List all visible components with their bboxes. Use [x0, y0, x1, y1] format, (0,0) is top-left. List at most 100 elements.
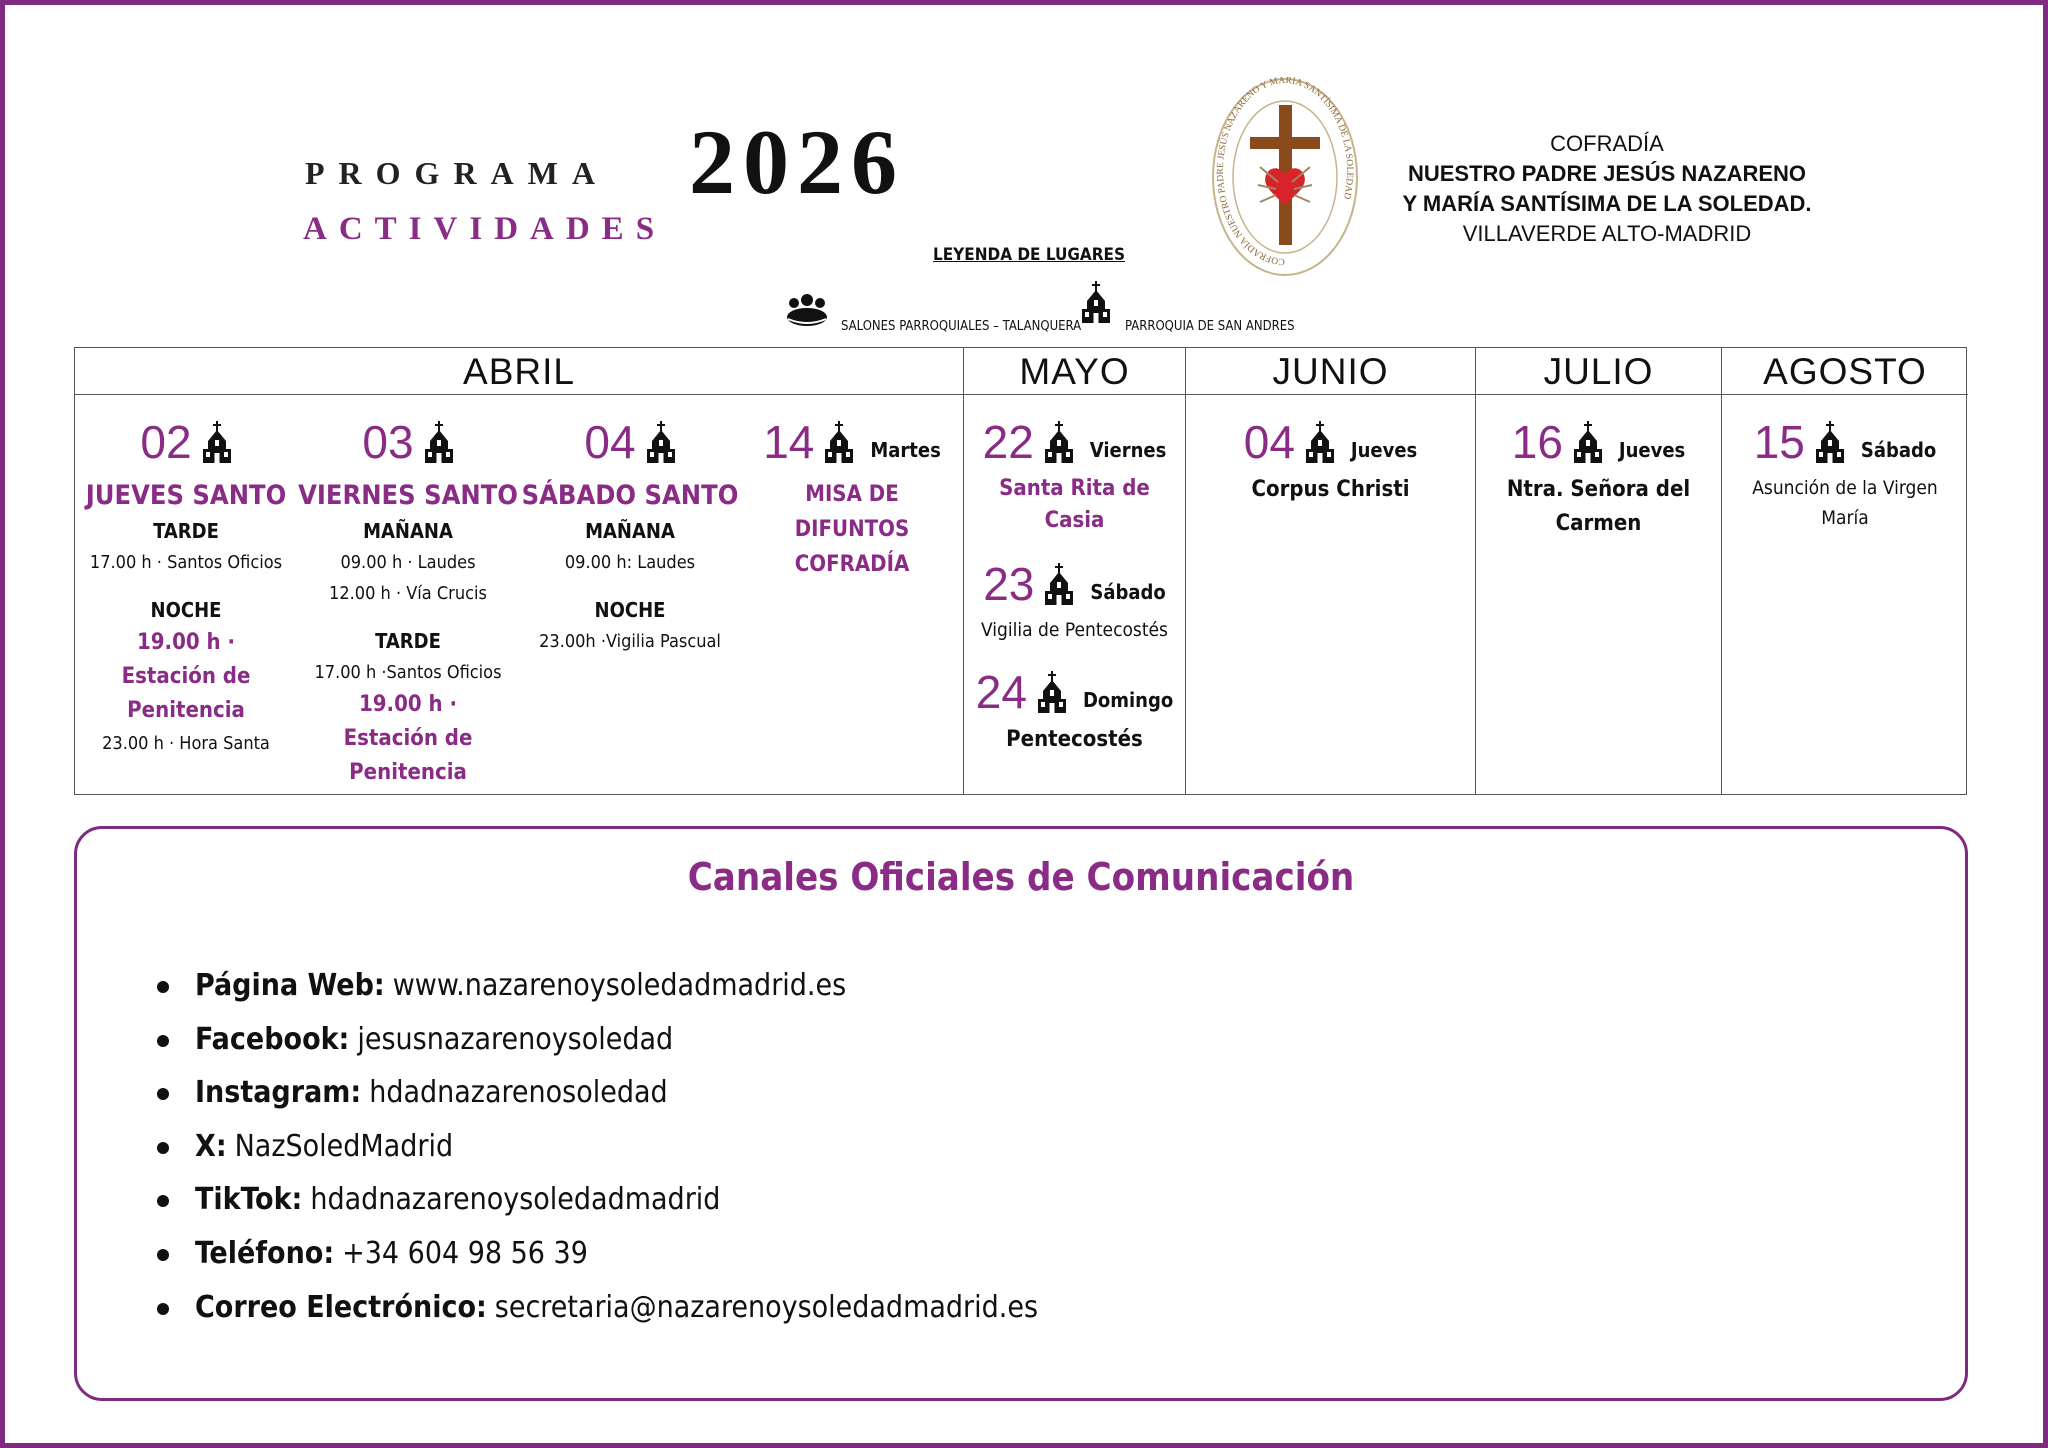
month-body: 04 Jueves Corpus Christi — [1185, 395, 1475, 794]
channel-label: X: — [195, 1128, 227, 1164]
program-subtitle: ACTIVIDADES — [303, 211, 667, 247]
day-number: 15 — [1753, 416, 1805, 468]
weekday: Sábado — [1090, 580, 1166, 604]
church-icon — [1045, 563, 1074, 605]
channels-list: Página Web: www.nazarenoysoledadmadrid.es… — [156, 959, 1039, 1335]
event-line: TARDE — [153, 519, 219, 543]
channel-value: NazSoledMadrid — [234, 1128, 454, 1164]
legend-title: LEYENDA DE LUGARES — [932, 245, 1126, 265]
event-line: 19.00 h · Estación de Penitencia — [343, 692, 473, 785]
day-number: 14 — [763, 416, 815, 468]
weekday: Martes — [870, 438, 941, 462]
channels-box: Canales Oficiales de Comunicación Página… — [74, 826, 1968, 1401]
event: 23 Sábado Vigilia de Pentecostés — [964, 537, 1185, 645]
weekday: Sábado — [1860, 438, 1937, 462]
channel-value: secretaria@nazarenoysoledadmadrid.es — [494, 1289, 1039, 1325]
place-icon — [1815, 421, 1845, 467]
church-icon — [424, 421, 453, 463]
month-body: 02 JUEVES SANTO TARDE 17.00 h · Santos Ofic… — [75, 395, 963, 794]
logo: COFRADÍA NUESTRO PADRE JESÚS NAZARENO Y … — [1212, 77, 1358, 276]
event-line: 19.00 h · Estación de Penitencia — [121, 630, 251, 723]
channel-value: hdadnazarenosoledad — [369, 1075, 668, 1111]
event-title: JUEVES SANTO — [85, 480, 287, 511]
event: 02 JUEVES SANTO TARDE 17.00 h · Santos Ofic… — [75, 395, 297, 794]
brotherhood-line: NUESTRO PADRE JESÚS NAZARENO — [1407, 161, 1807, 186]
weekday: Jueves — [1618, 438, 1686, 462]
event-title: Vigilia de Pentecostés — [981, 619, 1168, 641]
event-title: SÁBADO SANTO — [521, 480, 739, 511]
brotherhood-line: COFRADÍA — [1550, 131, 1664, 156]
event: 16 Jueves Ntra. Señora del Carmen — [1476, 395, 1721, 541]
month-body: 22 Viernes Santa Rita de Casia 23 Sábado Vigi… — [963, 395, 1185, 794]
event-date: 03 — [362, 409, 453, 467]
event-date: 04 — [584, 409, 675, 467]
event-date: 23 Sábado — [983, 551, 1166, 609]
event-title: VIERNES SANTO — [298, 480, 518, 511]
event-date: 14 Martes — [763, 409, 941, 467]
event-title: Ntra. Señora del Carmen — [1506, 477, 1691, 536]
channel-item: Teléfono: +34 604 98 56 39 — [156, 1227, 1038, 1281]
church-icon — [825, 421, 854, 463]
place-icon — [1044, 563, 1074, 609]
channel-value: +34 604 98 56 39 — [342, 1235, 588, 1271]
channel-item: TikTok: hdadnazarenoysoledadmadrid — [156, 1173, 1038, 1227]
day-number: 24 — [975, 666, 1027, 718]
day-number: 04 — [584, 416, 636, 468]
event-line: MAÑANA — [585, 519, 675, 543]
place-icon — [646, 421, 676, 467]
channel-item: Página Web: www.nazarenoysoledadmadrid.es — [156, 959, 1038, 1013]
month-body: 16 Jueves Ntra. Señora del Carmen — [1475, 395, 1721, 794]
event-title: Pentecostés — [1006, 727, 1143, 752]
event-line: 17.00 h · Santos Oficios — [89, 552, 283, 573]
channel-value: hdadnazarenoysoledadmadrid — [310, 1182, 721, 1218]
event: 14 Martes MISA DE DIFUNTOS COFRADÍA — [741, 395, 963, 794]
month-header: ABRIL — [75, 348, 963, 395]
legend-icon — [785, 293, 829, 331]
place-icon — [1044, 421, 1074, 467]
month-header: AGOSTO — [1721, 348, 1968, 395]
day-number: 03 — [362, 416, 414, 468]
people-icon — [787, 294, 827, 326]
event: 15 Sábado Asunción de la Virgen María — [1722, 395, 1968, 533]
event-date: 24 Domingo — [976, 659, 1173, 717]
event-line: MAÑANA — [363, 519, 453, 543]
event-date: 22 Viernes — [983, 409, 1167, 467]
channel-item: Facebook: jesusnazarenoysoledad — [156, 1013, 1038, 1067]
place-icon — [1305, 421, 1335, 467]
church-icon — [646, 421, 675, 463]
event-date: 04 Jueves — [1244, 409, 1418, 467]
month-body: 15 Sábado Asunción de la Virgen María — [1721, 395, 1968, 794]
place-icon — [1573, 421, 1603, 467]
channel-value: jesusnazarenoysoledad — [357, 1021, 674, 1057]
channel-label: Instagram: — [195, 1075, 362, 1111]
church-icon — [202, 421, 231, 463]
month-header: JULIO — [1475, 348, 1721, 395]
event: 22 Viernes Santa Rita de Casia — [964, 395, 1185, 537]
day-number: 02 — [140, 416, 192, 468]
event-date: 15 Sábado — [1754, 409, 1937, 467]
weekday: Viernes — [1089, 438, 1167, 462]
place-icon — [1037, 671, 1067, 717]
church-icon — [1044, 421, 1073, 463]
event-line: 17.00 h ·Santos Oficios — [314, 662, 502, 683]
day-number: 04 — [1243, 416, 1295, 468]
brotherhood-line: Y MARÍA SANTÍSIMA DE LA SOLEDAD. — [1402, 191, 1812, 216]
channel-label: Facebook: — [195, 1021, 350, 1057]
weekday: Domingo — [1082, 688, 1174, 712]
event: 04 Jueves Corpus Christi — [1186, 395, 1475, 507]
church-icon — [1305, 421, 1334, 463]
legend-label: PARROQUIA DE SAN ANDRES — [1125, 319, 1295, 334]
event-line: 23.00 h · Hora Santa — [102, 733, 270, 754]
church-icon — [1037, 671, 1066, 713]
channel-item: Correo Electrónico: secretaria@nazarenoys… — [156, 1281, 1039, 1335]
program-label: PROGRAMA — [305, 155, 609, 191]
day-number: 22 — [982, 416, 1034, 468]
event-title: MISA DE DIFUNTOS COFRADÍA — [794, 482, 910, 577]
event-title: Asunción de la Virgen María — [1752, 477, 1938, 529]
channel-value: www.nazarenoysoledadmadrid.es — [392, 968, 847, 1003]
weekday: Jueves — [1350, 438, 1418, 462]
event-line: 12.00 h · Vía Crucis — [329, 583, 487, 604]
event-date: 16 Jueves — [1512, 409, 1686, 467]
channel-label: Correo Electrónico: — [195, 1289, 487, 1325]
